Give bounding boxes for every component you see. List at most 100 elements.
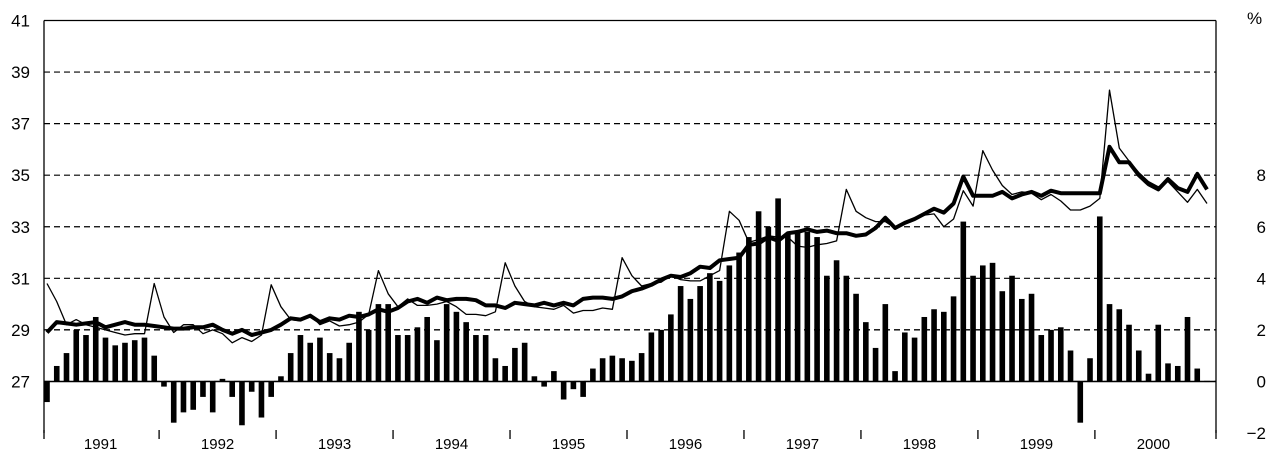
bar [122, 342, 128, 382]
left-tick-label: 31 [11, 269, 30, 288]
left-tick-label: 37 [11, 115, 30, 134]
left-tick-label: 35 [11, 166, 30, 185]
bar [1057, 327, 1064, 382]
bar [63, 353, 70, 382]
bar [1028, 293, 1035, 382]
bar-series [44, 198, 1210, 426]
right-tick-label: 8 [1257, 166, 1266, 185]
bar [853, 293, 859, 382]
year-label: 1992 [201, 436, 234, 453]
bar [921, 316, 928, 382]
bar [482, 335, 489, 382]
bar [794, 231, 801, 382]
bar [209, 381, 216, 413]
bar [824, 275, 830, 382]
bar [92, 316, 99, 382]
bar [278, 376, 284, 382]
bar [736, 252, 742, 382]
bar [375, 304, 382, 382]
bar [502, 365, 508, 382]
bar [648, 332, 655, 382]
bar [317, 337, 323, 382]
bar [307, 342, 313, 382]
year-label: 1994 [435, 436, 468, 453]
bar [395, 335, 401, 382]
bar [141, 337, 148, 382]
bar [463, 322, 469, 382]
left-axis-tick-labels: 41 39 37 35 33 31 29 27 [11, 12, 30, 392]
bar [902, 332, 908, 382]
bar [716, 280, 723, 382]
bar [1096, 216, 1103, 382]
bar [638, 353, 645, 382]
bar [492, 358, 499, 382]
bar [112, 345, 119, 382]
bar [268, 381, 275, 397]
bar [1155, 324, 1162, 382]
bar [161, 381, 167, 387]
bar [44, 381, 50, 403]
bar [365, 329, 372, 382]
bar [200, 381, 206, 397]
bar [385, 304, 391, 382]
x-axis: 1991 1992 1993 1994 1995 1996 1997 1998 1999 2000 [43, 430, 1217, 453]
plot-frame [43, 19, 1217, 433]
bar [1165, 363, 1171, 382]
bar [590, 368, 596, 382]
bar [1145, 373, 1152, 382]
bar [1135, 350, 1142, 382]
bar [746, 237, 752, 382]
bar [551, 371, 557, 382]
bar [619, 358, 625, 382]
bar [53, 365, 60, 382]
right-tick-label: 4 [1257, 269, 1266, 288]
bar [1174, 365, 1181, 382]
bar [336, 358, 343, 382]
bar [863, 322, 869, 382]
bar [658, 329, 664, 382]
bar [775, 198, 781, 382]
bar [1194, 368, 1201, 382]
bar [1116, 309, 1123, 382]
bar [180, 381, 187, 413]
bar [833, 260, 840, 382]
bar [453, 311, 460, 382]
left-tick-label: 27 [11, 372, 30, 391]
bar [785, 234, 791, 382]
left-tick-label: 33 [11, 218, 30, 237]
bar [73, 329, 80, 382]
bar [1067, 350, 1074, 382]
bar [541, 381, 547, 387]
right-tick-label: −2 [1247, 424, 1266, 443]
right-tick-label: 2 [1257, 321, 1266, 340]
bar [707, 273, 713, 382]
bar [570, 381, 577, 390]
left-tick-label: 29 [11, 321, 30, 340]
bar [755, 211, 762, 382]
bar [629, 360, 635, 382]
bar [726, 265, 733, 382]
bar [1077, 381, 1084, 423]
bar [1184, 316, 1191, 382]
bar [970, 275, 976, 382]
year-label: 1995 [552, 436, 585, 453]
bar [473, 335, 479, 382]
year-label: 1998 [903, 436, 936, 453]
bar [219, 378, 226, 382]
right-axis-tick-labels: 8 6 4 2 0 −2 [1247, 166, 1266, 443]
bar [190, 381, 197, 410]
bar [979, 265, 986, 382]
bar [882, 304, 889, 382]
bar [931, 309, 937, 382]
bar [892, 371, 898, 382]
left-tick-label: 41 [11, 12, 30, 31]
bar [1018, 298, 1025, 382]
bar [687, 298, 694, 382]
bar [521, 342, 528, 382]
bar [911, 337, 918, 382]
bar [872, 347, 879, 382]
bar [677, 286, 684, 382]
bar [1048, 329, 1054, 382]
bar [434, 340, 440, 382]
